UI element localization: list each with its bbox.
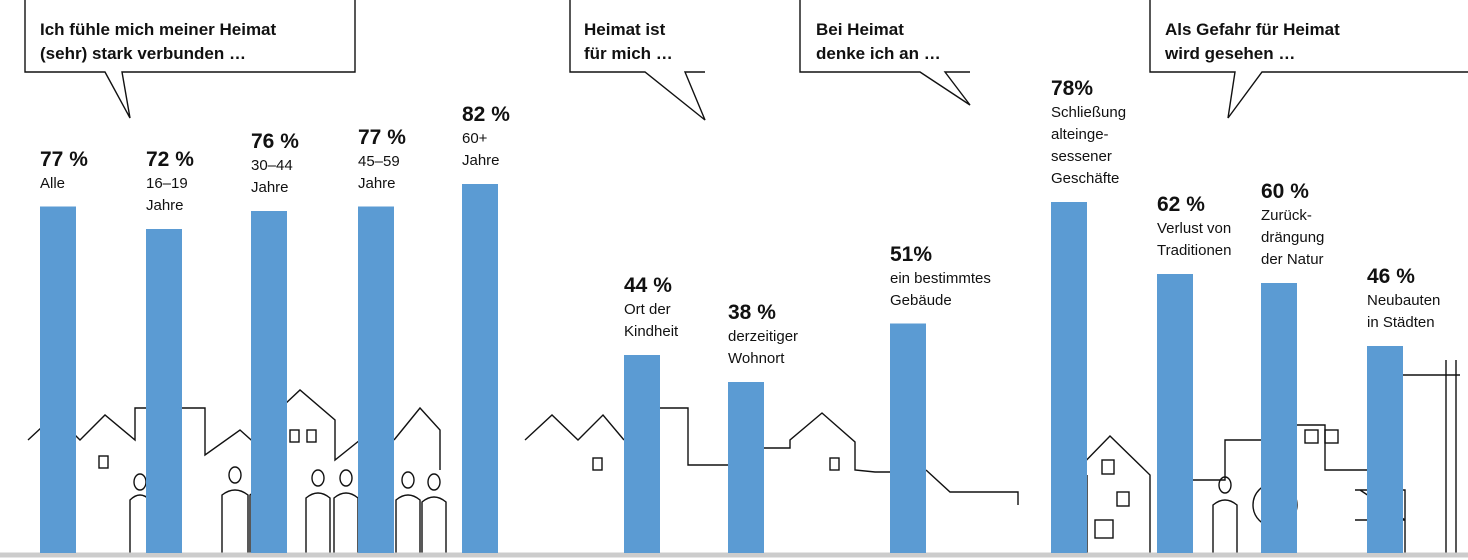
category-label: Alle xyxy=(40,173,88,195)
category-label: 16–19 Jahre xyxy=(146,173,194,217)
bar xyxy=(146,229,182,553)
bar xyxy=(1261,283,1297,553)
bar xyxy=(1157,274,1193,553)
bar-label: 82 %60+ Jahre xyxy=(462,102,510,172)
value-label: 38 % xyxy=(728,300,798,326)
category-label: Verlust von Traditionen xyxy=(1157,218,1232,262)
category-label: Schließung alteinge- sessener Geschäfte xyxy=(1051,102,1126,190)
category-label: Neubauten in Städten xyxy=(1367,290,1440,334)
bar xyxy=(462,184,498,553)
value-label: 72 % xyxy=(146,147,194,173)
bar-label: 51%ein bestimmtes Gebäude xyxy=(890,242,991,312)
bar-label: 77 %45–59 Jahre xyxy=(358,125,406,195)
bubble-title: Ich fühle mich meiner Heimat (sehr) star… xyxy=(40,18,276,66)
bar xyxy=(358,207,394,554)
bubble-title: Heimat ist für mich … xyxy=(584,18,673,66)
value-label: 82 % xyxy=(462,102,510,128)
value-label: 46 % xyxy=(1367,264,1440,290)
bar-label: 72 %16–19 Jahre xyxy=(146,147,194,217)
bar xyxy=(728,382,764,553)
bar xyxy=(40,207,76,554)
bar-label: 62 %Verlust von Traditionen xyxy=(1157,192,1232,262)
value-label: 78% xyxy=(1051,76,1126,102)
category-label: ein bestimmtes Gebäude xyxy=(890,268,991,312)
value-label: 51% xyxy=(890,242,991,268)
bar xyxy=(251,211,287,553)
category-label: 60+ Jahre xyxy=(462,128,510,172)
category-label: 30–44 Jahre xyxy=(251,155,299,199)
bar-label: 46 %Neubauten in Städten xyxy=(1367,264,1440,334)
bar xyxy=(890,324,926,554)
category-label: derzeitiger Wohnort xyxy=(728,326,798,370)
bar-label: 44 %Ort der Kindheit xyxy=(624,273,678,343)
bubble-title: Als Gefahr für Heimat wird gesehen … xyxy=(1165,18,1340,66)
bar-label: 78%Schließung alteinge- sessener Geschäf… xyxy=(1051,76,1126,190)
bar xyxy=(1367,346,1403,553)
value-label: 44 % xyxy=(624,273,678,299)
bar xyxy=(624,355,660,553)
bar-label: 38 %derzeitiger Wohnort xyxy=(728,300,798,370)
bar xyxy=(1051,202,1087,553)
value-label: 76 % xyxy=(251,129,299,155)
category-label: Ort der Kindheit xyxy=(624,299,678,343)
bubble-title: Bei Heimat denke ich an … xyxy=(816,18,941,66)
value-label: 77 % xyxy=(40,147,88,173)
category-label: Zurück- drängung der Natur xyxy=(1261,205,1324,271)
infographic: Ich fühle mich meiner Heimat (sehr) star… xyxy=(0,0,1468,560)
bar-label: 76 %30–44 Jahre xyxy=(251,129,299,199)
chart-canvas xyxy=(0,0,1468,560)
value-label: 77 % xyxy=(358,125,406,151)
bar-label: 77 %Alle xyxy=(40,147,88,195)
category-label: 45–59 Jahre xyxy=(358,151,406,195)
value-label: 62 % xyxy=(1157,192,1232,218)
value-label: 60 % xyxy=(1261,179,1324,205)
bar-label: 60 %Zurück- drängung der Natur xyxy=(1261,179,1324,271)
